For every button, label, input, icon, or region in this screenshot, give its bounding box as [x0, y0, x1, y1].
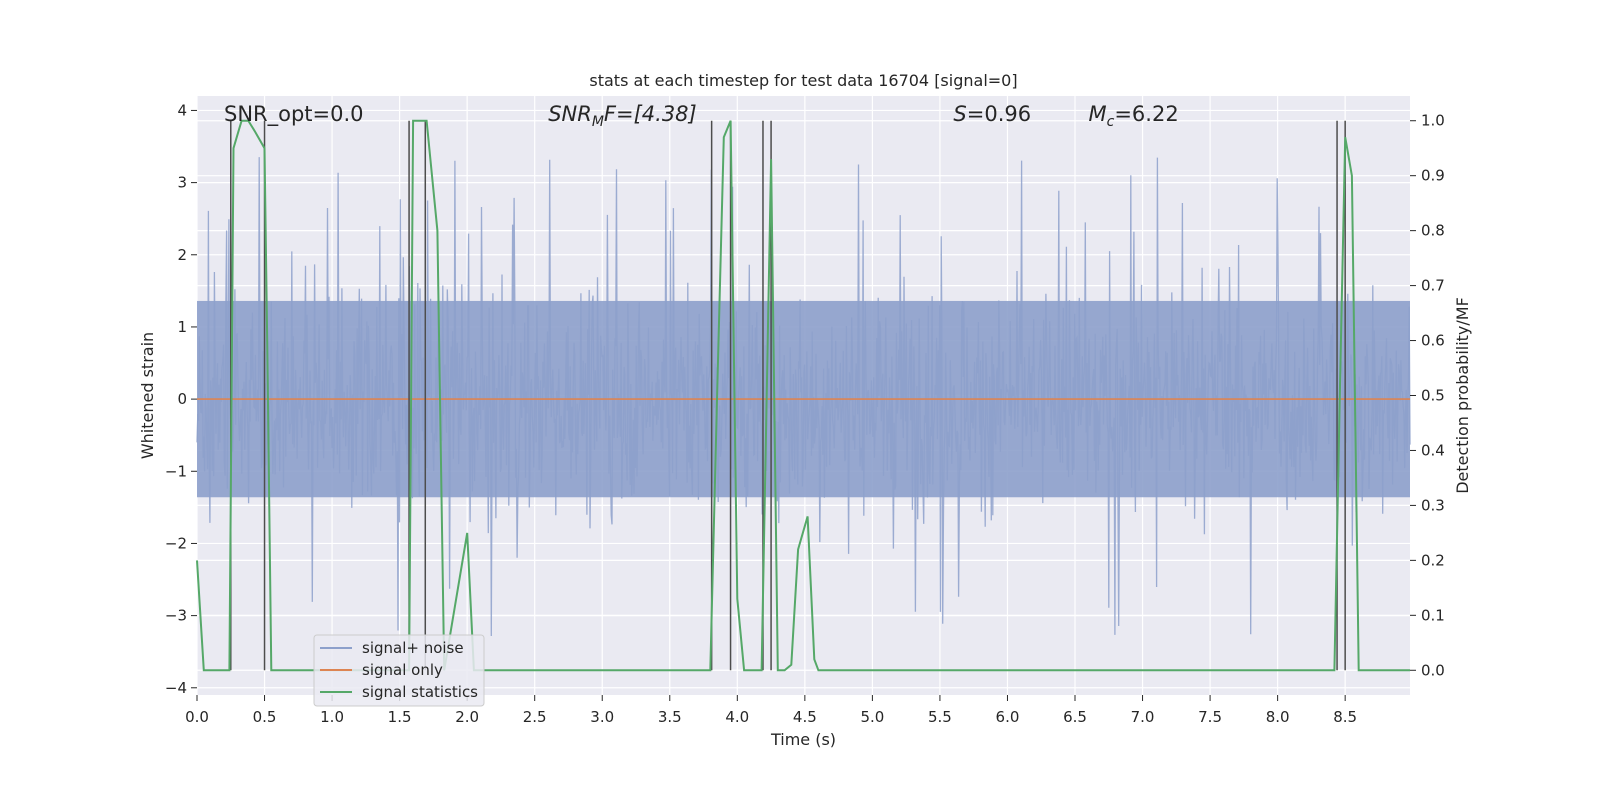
chart-title: stats at each timestep for test data 167… [589, 71, 1017, 90]
y-tick-label-6: −2 [165, 534, 187, 552]
y-axis-ticks: 4 3 2 1 0 −1 −2 −3 −4 [165, 101, 197, 697]
y-tick-label-4: 0 [177, 390, 187, 408]
x-tick-label-16: 8.0 [1266, 708, 1290, 726]
y2-tick-label-9: 0.1 [1421, 606, 1445, 624]
y2-axis-label: Detection probability/MF [1453, 297, 1472, 494]
x-tick-label-3: 1.5 [388, 708, 412, 726]
x-tick-label-17: 8.5 [1333, 708, 1357, 726]
x-tick-label-7: 3.5 [658, 708, 682, 726]
y-tick-label-0: 4 [177, 101, 187, 119]
x-tick-label-5: 2.5 [523, 708, 547, 726]
x-tick-label-12: 6.0 [996, 708, 1020, 726]
signal-statistics-line [196, 119, 1410, 672]
annotation-snr-opt: SNR_opt=0.0 [224, 102, 364, 127]
y2-tick-label-2: 0.8 [1421, 222, 1445, 240]
legend-box [313, 634, 485, 707]
x-tick-label-14: 7.0 [1131, 708, 1155, 726]
s-symbol: S [953, 102, 966, 126]
legend-entry-signal-noise: signal+ noise [362, 639, 464, 657]
annotation-mc: Mc=6.22 [1089, 102, 1179, 130]
y-tick-label-3: 1 [177, 318, 187, 336]
y2-tick-label-6: 0.4 [1421, 441, 1445, 459]
annotation-snr-mf: SNRMF=[4.38] [548, 102, 697, 130]
y2-tick-label-10: 0.0 [1421, 661, 1445, 679]
y2-tick-label-1: 0.9 [1421, 167, 1445, 185]
x-tick-label-11: 5.5 [928, 708, 952, 726]
y2-tick-label-8: 0.2 [1421, 551, 1445, 569]
snr-mf-rest: F=[4.38] [604, 102, 697, 126]
x-tick-label-1: 0.5 [253, 708, 277, 726]
y2-tick-label-3: 0.7 [1421, 277, 1445, 295]
legend-entry-signal-only: signal only [362, 661, 443, 679]
x-tick-label-4: 2.0 [455, 708, 479, 726]
y-tick-label-2: 2 [177, 246, 187, 264]
x-tick-label-9: 4.5 [793, 708, 817, 726]
legend-entry-signal-statistics: signal statistics [362, 683, 478, 701]
x-tick-label-8: 4.0 [725, 708, 749, 726]
x-tick-label-2: 1.0 [320, 708, 344, 726]
mc-rest: =6.22 [1114, 102, 1178, 126]
mc-symbol: M [1089, 102, 1107, 126]
y-tick-label-8: −4 [165, 679, 187, 697]
y2-tick-label-4: 0.6 [1421, 332, 1445, 350]
legend: signal+ noise signal only signal statist… [313, 634, 485, 707]
x-tick-label-6: 3.0 [590, 708, 614, 726]
y-tick-label-1: 3 [177, 174, 187, 192]
y-tick-label-5: −1 [165, 462, 187, 480]
series-signal-statistics [196, 119, 1411, 672]
y2-axis-ticks: 1.0 0.9 0.8 0.7 0.6 0.5 0.4 0.3 0.2 0.1 0.0 [1410, 112, 1445, 679]
annotation-s: S=0.96 [953, 102, 1031, 126]
y2-tick-label-7: 0.3 [1421, 496, 1445, 514]
snr-mf-symbol: SNR [548, 102, 592, 126]
mc-subscript: c [1107, 114, 1115, 130]
x-axis-label: Time (s) [770, 730, 836, 749]
y-axis-label: Whitened strain [138, 332, 157, 459]
snr-mf-subscript: M [592, 114, 604, 130]
y2-tick-label-0: 1.0 [1421, 112, 1445, 130]
y2-tick-label-5: 0.5 [1421, 387, 1445, 405]
x-tick-label-0: 0.0 [185, 708, 209, 726]
x-tick-label-15: 7.5 [1198, 708, 1222, 726]
x-tick-label-13: 6.5 [1063, 708, 1087, 726]
y-tick-label-7: −3 [165, 607, 187, 625]
s-rest: =0.96 [967, 102, 1031, 126]
x-axis-ticks: 0.0 0.5 1.0 1.5 2.0 2.5 3.0 3.5 4.0 4.5 5.0 5.5 6.0 6… [185, 695, 1357, 726]
x-tick-label-10: 5.0 [860, 708, 884, 726]
